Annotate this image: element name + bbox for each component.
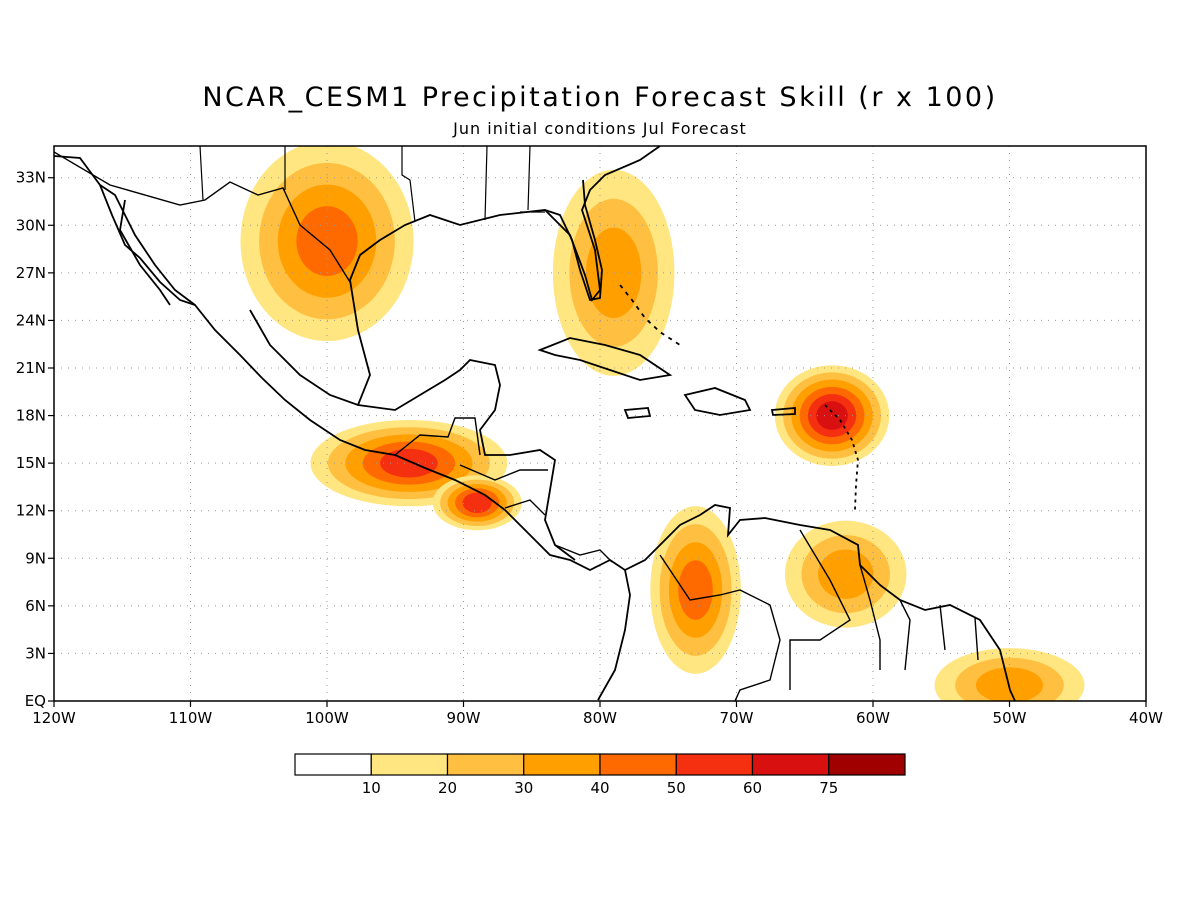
us-mexico-border [54,151,351,283]
colorbar-swatch [294,753,372,776]
skill-contour [585,227,642,319]
central-america-borders [394,417,979,701]
lat-tick-label: 9N [25,549,46,567]
colorbar-swatch [675,753,754,776]
colorbar-label: 20 [438,779,457,797]
coastlines [54,146,1016,701]
colorbar-swatch [523,753,601,776]
colorbar-swatch [446,753,525,776]
bahamas [619,284,681,346]
florida-coastline [544,179,603,302]
lon-tick-label: 90W [447,709,481,727]
lat-tick-label: 3N [25,644,46,662]
puerto-rico-coastline [770,407,796,416]
yucatan-coastline [357,359,576,561]
skill-contour [296,206,358,277]
chart-subtitle: Jun initial conditions Jul Forecast [453,119,747,138]
skill-shading [240,146,1085,701]
skill-area [934,648,1085,701]
lat-tick-label: EQ [25,692,46,710]
lon-tick-label: 70W [720,709,754,727]
skill-contour [678,560,713,620]
colorbar-label: 50 [667,779,686,797]
skill-contour [816,401,848,430]
chart-title: NCAR_CESM1 Precipitation Forecast Skill … [202,82,998,113]
colorbar-swatch [599,753,677,776]
lat-tick-label: 6N [25,597,46,615]
lon-tick-label: 60W [856,709,890,727]
colorbar-label: 10 [362,779,381,797]
south-america-coastline [624,504,1016,701]
baja-coastline [99,184,196,306]
lat-tick-label: 30N [16,216,46,234]
lon-tick-label: 120W [32,709,76,727]
skill-area [240,146,414,341]
lon-tick-label: 80W [583,709,617,727]
skill-contour [975,667,1044,701]
lat-tick-label: 21N [16,359,46,377]
hispaniola-coastline [683,387,752,416]
axis-labels: 120W 110W 100W 90W 80W 70W 60W 50W 40W EQ 3N 6N 9N 12… [16,169,1163,727]
colorbar-swatch [828,753,906,776]
us-state-borders [199,146,545,223]
pacific-coastline [54,155,631,701]
colorbar-swatch [370,753,449,776]
lat-tick-label: 12N [16,502,46,520]
colorbar: 10 20 30 40 50 60 75 [294,753,906,797]
jamaica-coastline [623,407,652,419]
skill-area [774,365,890,466]
lon-tick-label: 100W [305,709,349,727]
colorbar-label: 60 [743,779,762,797]
map-gridlines [54,146,1146,701]
lon-tick-label: 110W [169,709,213,727]
lat-tick-label: 18N [16,407,46,425]
skill-area [650,506,741,674]
cuba-coastline [537,337,673,381]
lat-tick-label: 33N [16,169,46,187]
colorbar-label: 40 [590,779,609,797]
colorbar-label: 75 [819,779,838,797]
lon-tick-label: 40W [1129,709,1163,727]
lat-tick-label: 27N [16,264,46,282]
lat-tick-label: 15N [16,454,46,472]
skill-contour [462,492,492,513]
lon-tick-label: 50W [993,709,1027,727]
skill-area [432,475,522,531]
skill-contour [380,448,438,478]
colorbar-label: 30 [514,779,533,797]
colorbar-swatch [751,753,830,776]
lat-tick-label: 24N [16,311,46,329]
